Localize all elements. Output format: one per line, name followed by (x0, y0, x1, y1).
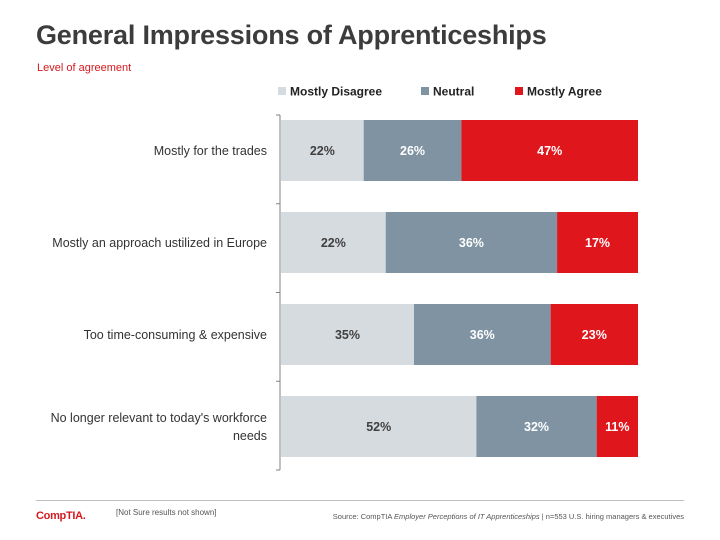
legend-label: Neutral (433, 85, 474, 99)
category-label: Mostly an approach ustilized in Europe (52, 236, 267, 250)
source-suffix: | n=553 U.S. hiring managers & executive… (539, 512, 684, 521)
category-label: No longer relevant to today's workforce n… (51, 411, 267, 443)
source-title: Employer Perceptions of IT Apprenticeshi… (394, 512, 540, 521)
bar-segment (476, 396, 597, 457)
data-label: 22% (321, 236, 346, 250)
bar-segment (281, 212, 386, 273)
bar-segment (596, 396, 638, 457)
legend-label: Mostly Agree (527, 85, 602, 99)
data-label: 22% (310, 144, 335, 158)
legend-swatch (278, 87, 286, 95)
bar-segment (461, 120, 638, 181)
data-label: 36% (459, 236, 484, 250)
bar-segment (281, 304, 414, 365)
category-label: Mostly for the trades (154, 144, 267, 158)
bar-segment (385, 212, 558, 273)
bar-segment (281, 396, 477, 457)
data-label: 17% (585, 236, 610, 250)
legend-label: Mostly Disagree (290, 85, 382, 99)
bar-segment (281, 120, 364, 181)
data-label: 52% (366, 420, 391, 434)
source-citation: Source: CompTIA Employer Perceptions of … (333, 512, 684, 521)
bar-segment (557, 212, 638, 273)
legend-swatch (515, 87, 523, 95)
bar-segment (363, 120, 462, 181)
data-label: 35% (335, 328, 360, 342)
chart-subtitle: Level of agreement (37, 62, 132, 74)
footnote: [Not Sure results not shown] (116, 508, 217, 517)
source-prefix: Source: CompTIA (332, 512, 395, 521)
data-label: 47% (537, 144, 562, 158)
legend-swatch (421, 87, 429, 95)
bar-segment (413, 304, 551, 365)
data-label: 32% (524, 420, 549, 434)
comptia-logo: CompTIA. (36, 510, 86, 522)
data-label: 23% (582, 328, 607, 342)
data-label: 36% (470, 328, 495, 342)
footer-divider (36, 500, 684, 501)
stacked-bar-chart: Mostly Disagree Neutral Mostly Agree 22% 26%… (51, 85, 638, 471)
data-label: 26% (400, 144, 425, 158)
bar-segment (550, 304, 638, 365)
data-label: 11% (605, 420, 629, 434)
page-title: General Impressions of Apprenticeships (36, 20, 547, 50)
category-label: Too time-consuming & expensive (84, 328, 267, 342)
